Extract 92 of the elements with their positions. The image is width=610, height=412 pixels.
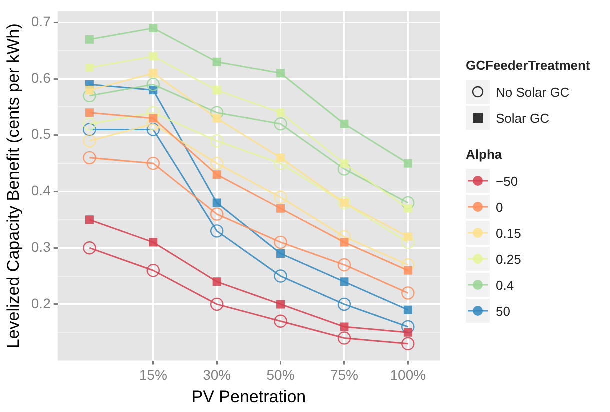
point [404, 306, 412, 314]
point [212, 198, 222, 208]
point [404, 232, 412, 242]
point [146, 123, 160, 136]
point [212, 114, 222, 123]
legend-label: 0.4 [496, 278, 514, 292]
point [85, 86, 94, 95]
point [404, 328, 412, 337]
point [83, 241, 96, 255]
text: No Solar GC [496, 84, 570, 100]
point [210, 224, 224, 238]
point [212, 170, 222, 180]
y-axis-title: Levelized Capacity Benefit (cents per kWh) [4, 24, 23, 349]
point [338, 332, 352, 345]
point [340, 120, 349, 128]
x-tick-label: 15% [139, 367, 168, 384]
point [146, 78, 160, 92]
text: Solar GC [496, 110, 550, 126]
point [274, 314, 288, 328]
point [338, 230, 352, 244]
point [274, 156, 288, 170]
point [276, 154, 286, 162]
y-tick-label: 0.6 [31, 70, 52, 86]
point [340, 238, 349, 247]
point [402, 286, 415, 300]
point [83, 118, 96, 131]
point [274, 118, 288, 131]
text: GCFeederTreatment [466, 58, 590, 73]
point [276, 108, 286, 118]
point [146, 264, 160, 278]
point [404, 266, 412, 275]
point [149, 52, 158, 61]
point [274, 270, 288, 283]
point [340, 278, 349, 286]
point [402, 196, 415, 210]
point [83, 134, 96, 148]
point [276, 249, 286, 258]
point [402, 320, 415, 334]
point [210, 156, 224, 170]
legend-label: 0.15 [496, 226, 522, 240]
point [210, 208, 224, 221]
point [340, 159, 349, 168]
point [85, 108, 94, 118]
point [212, 86, 222, 95]
y-tick-label: 0.2 [31, 295, 52, 312]
point [276, 300, 286, 309]
point [85, 35, 94, 44]
point [149, 238, 158, 247]
point [404, 204, 412, 213]
y-tick-label: 0.5 [31, 126, 52, 142]
point [149, 24, 158, 33]
x-tick-label: 75% [330, 367, 358, 384]
point [338, 258, 352, 272]
point [402, 236, 415, 250]
x-tick-label: 50% [266, 367, 295, 384]
y-tick-label: 0.3 [31, 238, 52, 255]
point [83, 89, 96, 103]
y-tick-label: 0.4 [31, 182, 52, 199]
legend-label: 0 [496, 200, 504, 214]
point [274, 236, 288, 250]
point [276, 69, 286, 78]
point [149, 114, 158, 123]
x-axis-title: PV Penetration [192, 387, 306, 406]
point [340, 322, 349, 332]
point [210, 298, 224, 312]
legend-label: 50 [496, 304, 510, 318]
point [338, 162, 352, 176]
point [338, 298, 352, 312]
point [210, 106, 224, 120]
point [210, 134, 224, 148]
point [146, 106, 160, 120]
point [338, 196, 352, 210]
x-tick-label: 100% [390, 367, 426, 384]
x-tick-label: 30% [203, 367, 232, 384]
y-tick-label: 0.7 [31, 14, 52, 30]
point [276, 204, 286, 213]
legend-label: 0.25 [496, 252, 522, 266]
point [402, 337, 415, 350]
point [83, 123, 96, 136]
point [212, 278, 222, 286]
point [149, 69, 158, 78]
point [83, 151, 96, 165]
point [85, 64, 94, 72]
point [404, 159, 412, 168]
point [212, 58, 222, 66]
point [146, 156, 160, 170]
point [85, 216, 94, 224]
legend-title: Alpha [466, 147, 504, 162]
point [274, 190, 288, 204]
point [402, 258, 415, 272]
legend-label: −50 [496, 174, 518, 188]
point [146, 118, 160, 131]
